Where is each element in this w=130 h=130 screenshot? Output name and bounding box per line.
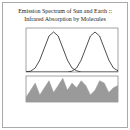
line [26,32,118,72]
plot-frame [26,76,118,102]
area [26,78,118,102]
plot-frame [26,28,118,72]
plot-area [26,78,118,102]
subtitle: Infrared Absorption by Molecules [24,16,106,22]
line [26,32,118,72]
plot-area [26,32,118,72]
frame [3,3,128,128]
title: Emission Spectrum of Sun and Earth :: [18,8,112,14]
chart: Emission Spectrum of Sun and Earth ::Inf… [0,0,130,130]
